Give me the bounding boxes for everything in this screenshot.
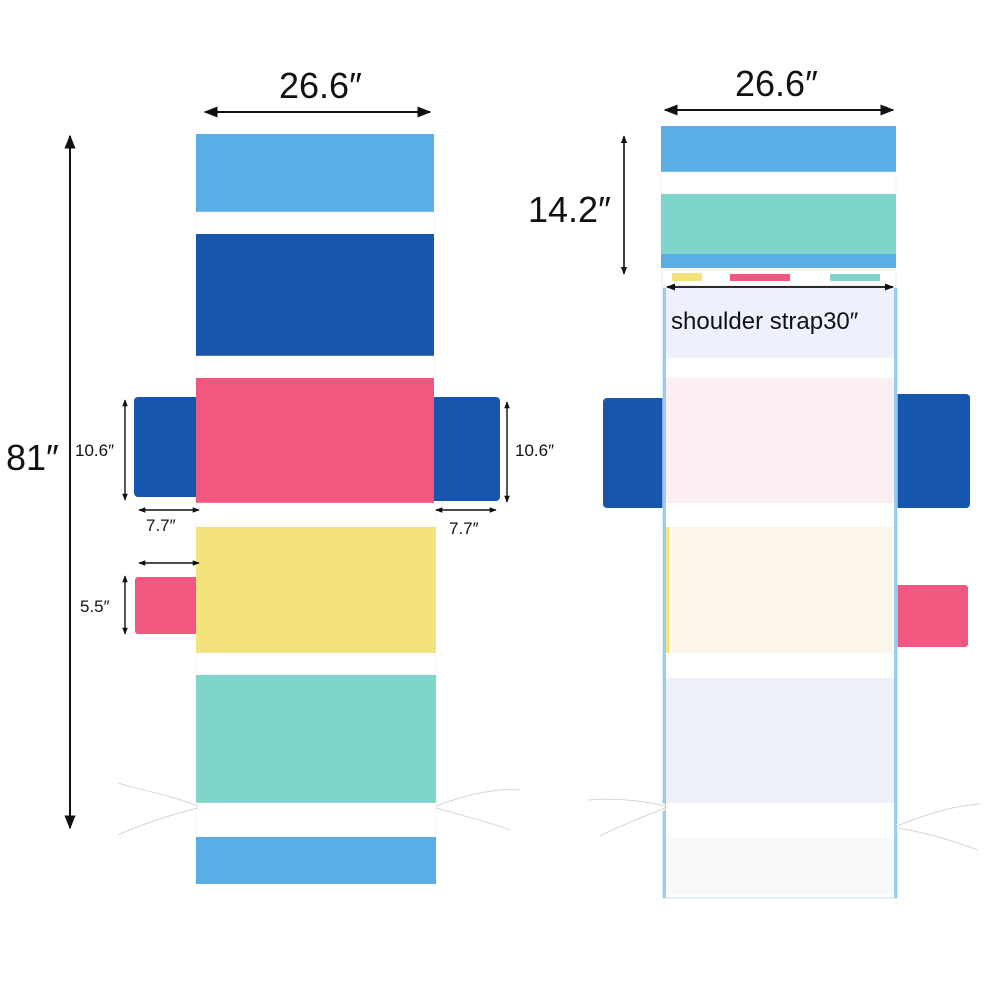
stripe-white xyxy=(195,802,437,838)
left-side-pocket xyxy=(134,397,204,497)
right-pocket-width-label: 7.7″ xyxy=(449,519,479,538)
front-dimension-arrows xyxy=(64,106,510,830)
back-tie-left xyxy=(587,798,666,837)
right-pocket-height-label: 10.6″ xyxy=(515,441,555,460)
back-view-towel xyxy=(587,126,981,899)
stripe-yellow xyxy=(196,527,436,653)
hood-light-blue xyxy=(661,126,896,172)
stripe-white xyxy=(195,355,435,379)
stripe-white xyxy=(195,652,437,676)
tie-right xyxy=(435,787,521,832)
stripe-turquoise xyxy=(196,675,436,803)
stripe-light-blue-top xyxy=(196,134,434,212)
stripe-light-blue-bottom xyxy=(196,837,436,884)
back-right-pocket xyxy=(890,394,970,508)
front-width-label: 26.6″ xyxy=(279,65,362,106)
hood-white xyxy=(660,171,897,195)
left-pocket-width-label: 7.7″ xyxy=(146,516,176,535)
left-pocket-height-label: 10.6″ xyxy=(75,441,115,460)
hood-height-label: 14.2″ xyxy=(528,189,611,230)
back-pink-pocket xyxy=(892,585,968,647)
tie-left xyxy=(117,781,199,837)
back-left-pocket xyxy=(603,398,679,508)
small-pink-pocket xyxy=(135,577,203,634)
shoulder-strap-label: shoulder strap30″ xyxy=(671,308,859,335)
right-side-pocket xyxy=(428,397,500,501)
stripe-white xyxy=(195,211,435,235)
stripe-royal-blue xyxy=(196,234,434,356)
stripe-white xyxy=(195,502,437,528)
back-width-label: 26.6″ xyxy=(735,63,818,104)
hood-bottom-blue xyxy=(661,254,896,268)
stripe-pink xyxy=(196,378,434,503)
front-length-label: 81″ xyxy=(6,437,59,478)
back-tie-right xyxy=(896,803,981,851)
front-view-towel xyxy=(117,134,521,884)
small-pocket-height-label: 5.5″ xyxy=(80,597,110,616)
back-dimension-arrows xyxy=(620,104,895,291)
hood-turquoise xyxy=(661,194,896,254)
